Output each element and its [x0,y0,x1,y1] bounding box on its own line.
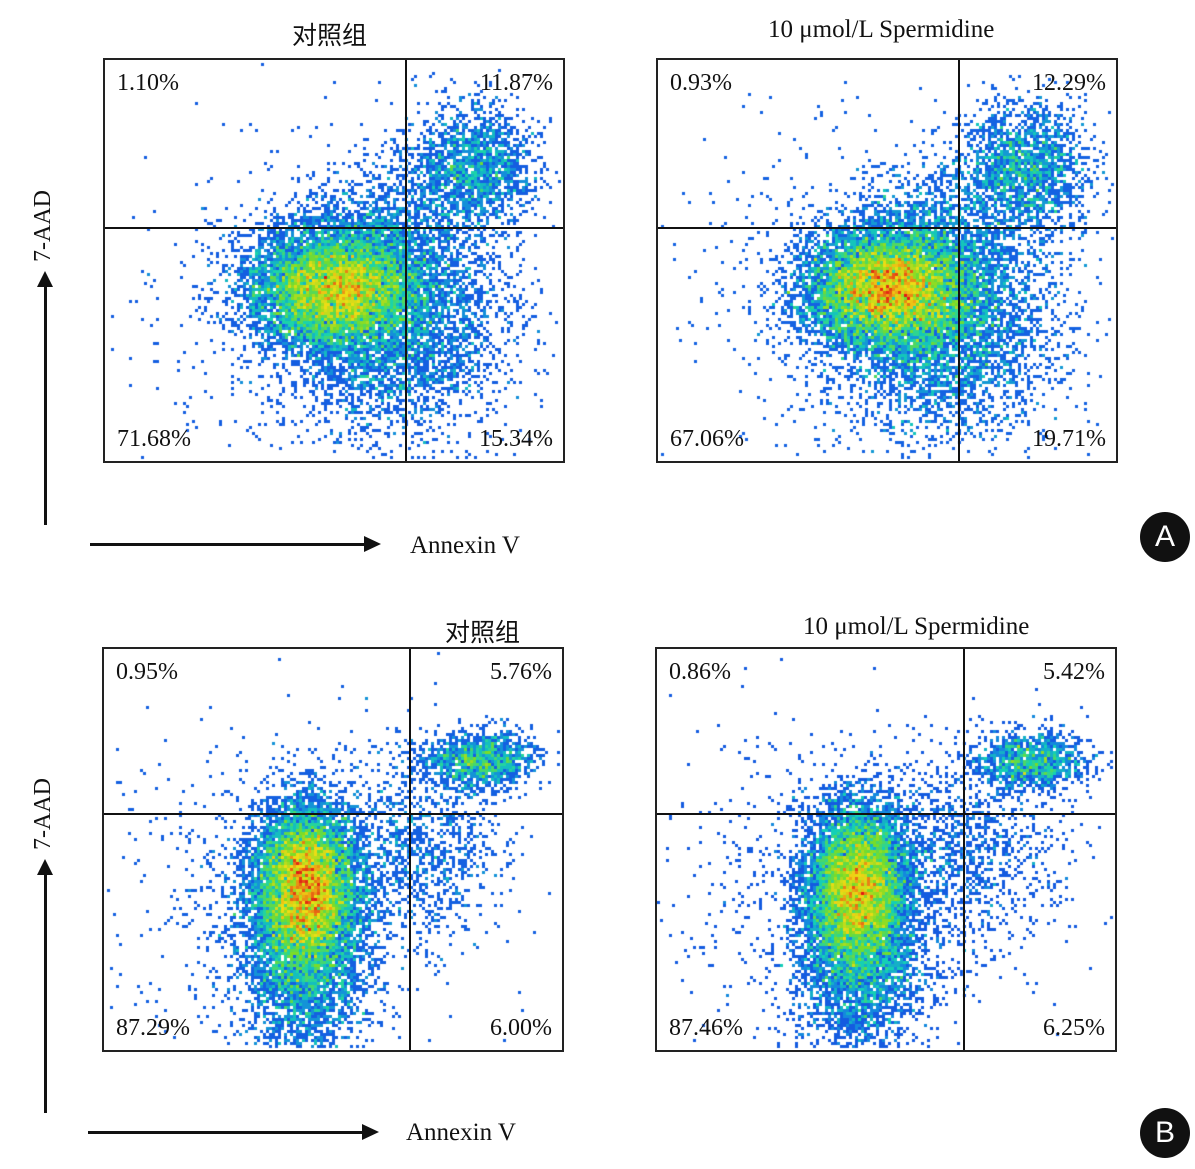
plot-title: 对照组 [445,620,521,647]
quadrant-gate-horizontal [658,227,1116,229]
x-axis-arrow [88,1124,379,1140]
quadrant-gate-horizontal [657,813,1115,815]
dot-plot-canvas [104,649,562,1050]
quadrant-lower-right-percent: 6.00% [490,1015,552,1041]
plot-title: 10 μmol/L Spermidine [768,16,995,43]
quadrant-lower-right-percent: 19.71% [1032,426,1106,452]
quadrant-lower-left-percent: 87.46% [669,1015,743,1041]
flow-cytometry-plot: 0.93% 12.29% 67.06% 19.71% [656,58,1118,463]
quadrant-upper-right-percent: 5.42% [1043,659,1105,685]
panel-badge: B [1140,1108,1190,1158]
quadrant-upper-left-percent: 0.86% [669,659,731,685]
quadrant-gate-vertical [405,60,407,461]
quadrant-gate-vertical [409,649,411,1050]
flow-cytometry-plot: 0.95% 5.76% 87.29% 6.00% [102,647,564,1052]
flow-cytometry-plot: 1.10% 11.87% 71.68% 15.34% [103,58,565,463]
quadrant-lower-right-percent: 6.25% [1043,1015,1105,1041]
y-axis-label: 7-AAD [30,190,56,262]
quadrant-lower-left-percent: 87.29% [116,1015,190,1041]
x-axis-arrow [90,536,381,552]
plot-title: 10 μmol/L Spermidine [803,613,1030,640]
quadrant-lower-right-percent: 15.34% [479,426,553,452]
quadrant-gate-vertical [963,649,965,1050]
quadrant-upper-right-percent: 12.29% [1032,70,1106,96]
quadrant-lower-left-percent: 71.68% [117,426,191,452]
dot-plot-canvas [105,60,563,461]
y-axis-label: 7-AAD [30,778,56,850]
dot-plot-canvas [658,60,1116,461]
dot-plot-canvas [657,649,1115,1050]
panel-badge: A [1140,512,1190,562]
plot-title: 对照组 [292,23,368,50]
quadrant-upper-left-percent: 0.95% [116,659,178,685]
quadrant-lower-left-percent: 67.06% [670,426,744,452]
quadrant-gate-horizontal [105,227,563,229]
y-axis-arrow [37,271,53,525]
quadrant-upper-left-percent: 0.93% [670,70,732,96]
y-axis-arrow [37,859,53,1113]
quadrant-gate-vertical [958,60,960,461]
x-axis-label: Annexin V [406,1119,516,1146]
quadrant-upper-right-percent: 5.76% [490,659,552,685]
x-axis-label: Annexin V [410,532,520,559]
quadrant-gate-horizontal [104,813,562,815]
quadrant-upper-left-percent: 1.10% [117,70,179,96]
quadrant-upper-right-percent: 11.87% [479,70,553,96]
flow-cytometry-plot: 0.86% 5.42% 87.46% 6.25% [655,647,1117,1052]
